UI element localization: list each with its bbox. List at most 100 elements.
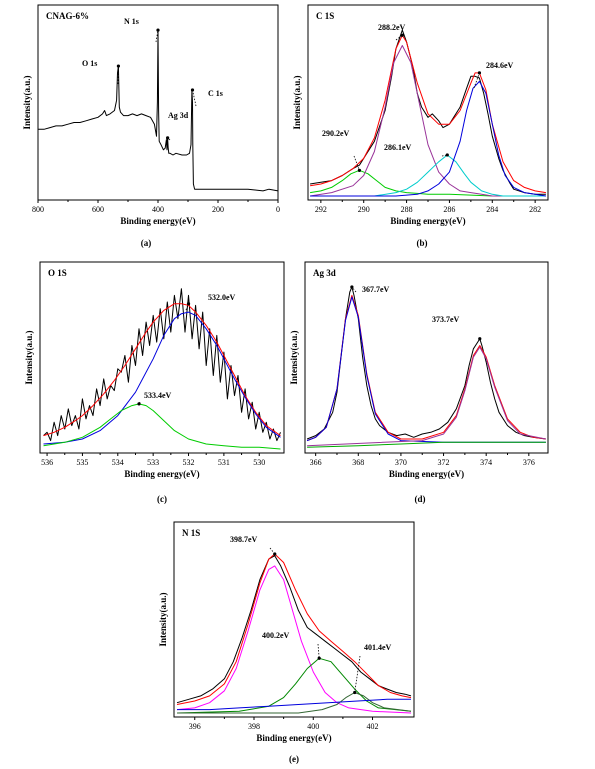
annotation-label-b-2: 290.2eV	[322, 129, 350, 138]
series-line-d-4	[307, 441, 546, 448]
y-axis-label-b: Intensity(a.u.)	[292, 75, 302, 129]
x-tick-label-b-0: 292	[315, 205, 327, 214]
x-axis-label-a: Binding energy(eV)	[120, 216, 195, 226]
series-line-e-1	[176, 553, 412, 705]
x-tick-label-b-1: 290	[358, 205, 370, 214]
panel-title-c: O 1S	[48, 268, 67, 278]
panel-title-b: C 1S	[316, 11, 334, 21]
x-tick-label-e-0: 396	[189, 722, 201, 731]
panel-caption-d: (d)	[415, 494, 426, 504]
series-line-d-3	[307, 346, 546, 447]
x-tick-label-b-2: 288	[401, 205, 413, 214]
x-tick-label-e-1: 398	[248, 722, 260, 731]
panel-c: 536 535 534 533 532 531 530 Binding energy(eV) I…	[24, 261, 285, 504]
annotation-leader-c-0	[185, 303, 189, 311]
panel-b: 292 290 288 286 284 282 Binding energy(eV) Inte…	[292, 4, 549, 248]
annotation-label-d-1: 373.7eV	[432, 315, 460, 324]
annotation-leader-e-1	[317, 643, 320, 659]
x-axis-label-d: Binding energy(eV)	[389, 469, 464, 479]
x-tick-label-c-5: 531	[218, 458, 230, 467]
series-line-a-0	[38, 29, 279, 192]
annotation-marker-a-3	[190, 88, 195, 92]
annotation-marker-d-0	[350, 285, 354, 289]
y-axis-label-a: Intensity(a.u.)	[22, 75, 32, 129]
series-line-c-3	[43, 403, 281, 450]
annotation-marker-b-2	[357, 168, 362, 172]
panel-title-a: CNAG-6%	[46, 11, 89, 21]
annotation-leader-d-0	[351, 286, 357, 293]
x-tick-label-d-2: 370	[395, 458, 407, 467]
x-tick-label-d-1: 368	[352, 458, 364, 467]
panel-caption-e: (e)	[289, 754, 299, 764]
panel-title-e: N 1S	[182, 528, 200, 538]
annotation-label-d-0: 367.7eV	[362, 285, 390, 294]
annotation-label-c-0: 532.0eV	[208, 293, 236, 302]
annotation-leader-b-2	[353, 155, 360, 171]
x-tick-label-d-3: 372	[438, 458, 450, 467]
annotation-marker-e-0	[273, 552, 277, 556]
panel-caption-b: (b)	[417, 238, 428, 248]
x-tick-label-d-5: 376	[523, 458, 535, 467]
series-line-d-0	[306, 286, 546, 440]
series-line-e-5	[177, 698, 411, 711]
annotation-marker-d-1	[478, 337, 482, 341]
x-tick-label-d-4: 374	[480, 458, 492, 467]
series-line-b-4	[310, 154, 546, 197]
x-tick-label-b-5: 282	[529, 205, 541, 214]
x-tick-label-c-2: 534	[112, 458, 124, 467]
annotation-leader-e-2	[354, 655, 361, 693]
x-tick-label-c-4: 532	[183, 458, 195, 467]
x-tick-label-e-3: 402	[367, 722, 379, 731]
annotation-label-b-0: 288.2eV	[378, 23, 406, 32]
annotation-label-b-1: 284.6eV	[486, 61, 514, 70]
series-line-d-2	[306, 296, 546, 443]
x-tick-label-b-3: 286	[443, 205, 455, 214]
annotation-label-c-1: 533.4eV	[144, 391, 172, 400]
x-axis-label-b: Binding energy(eV)	[390, 216, 465, 226]
annotation-marker-b-0	[400, 33, 404, 37]
series-line-e-4	[177, 692, 412, 714]
annotation-marker-e-2	[353, 690, 357, 695]
panel-caption-c: (c)	[157, 494, 167, 504]
x-tick-label-e-2: 400	[307, 722, 319, 731]
x-tick-label-a-4: 0	[276, 205, 280, 214]
annotation-label-e-0: 398.7eV	[230, 535, 258, 544]
x-axis-label-c: Binding energy(eV)	[124, 469, 199, 479]
panel-title-d: Ag 3d	[313, 268, 336, 278]
annotation-label-e-1: 400.2eV	[262, 631, 290, 640]
plot-frame-e	[173, 521, 415, 718]
series-line-e-2	[176, 565, 412, 714]
y-axis-label-e: Intensity(a.u.)	[158, 592, 168, 646]
plot-frame-c	[39, 261, 285, 454]
annotation-label-e-2: 401.4eV	[364, 643, 392, 652]
series-line-c-1	[43, 303, 281, 437]
panel-a: 800 600 400 200 0 Binding energy(eV) Intensity…	[22, 4, 280, 248]
annotation-leader-a-2	[167, 137, 171, 141]
series-line-b-5	[310, 80, 546, 197]
plot-frame-b	[307, 4, 549, 201]
series-line-d-1	[306, 294, 546, 442]
annotation-label-b-3: 286.1eV	[384, 143, 412, 152]
x-tick-label-a-1: 600	[92, 205, 104, 214]
x-tick-label-c-1: 535	[76, 458, 88, 467]
series-line-b-1	[310, 34, 546, 194]
series-line-e-0	[176, 555, 412, 704]
x-tick-label-b-4: 284	[486, 205, 498, 214]
annotation-marker-c-1	[137, 402, 141, 406]
x-tick-label-a-3: 200	[212, 205, 224, 214]
annotation-marker-a-0	[156, 28, 160, 32]
annotation-label-a-2: Ag 3d	[168, 111, 189, 120]
x-tick-label-c-6: 530	[253, 458, 265, 467]
x-tick-label-a-0: 800	[32, 205, 44, 214]
series-line-c-2	[43, 311, 281, 445]
annotation-label-a-3: C 1s	[208, 89, 223, 98]
y-axis-label-d: Intensity(a.u.)	[289, 330, 299, 384]
plot-frame-d	[304, 261, 549, 454]
x-tick-label-d-0: 366	[310, 458, 322, 467]
panel-caption-a: (a)	[141, 238, 152, 248]
annotation-label-a-0: N 1s	[124, 17, 139, 26]
x-tick-label-a-2: 400	[152, 205, 164, 214]
y-axis-label-c: Intensity(a.u.)	[24, 330, 34, 384]
x-tick-label-c-3: 533	[147, 458, 159, 467]
